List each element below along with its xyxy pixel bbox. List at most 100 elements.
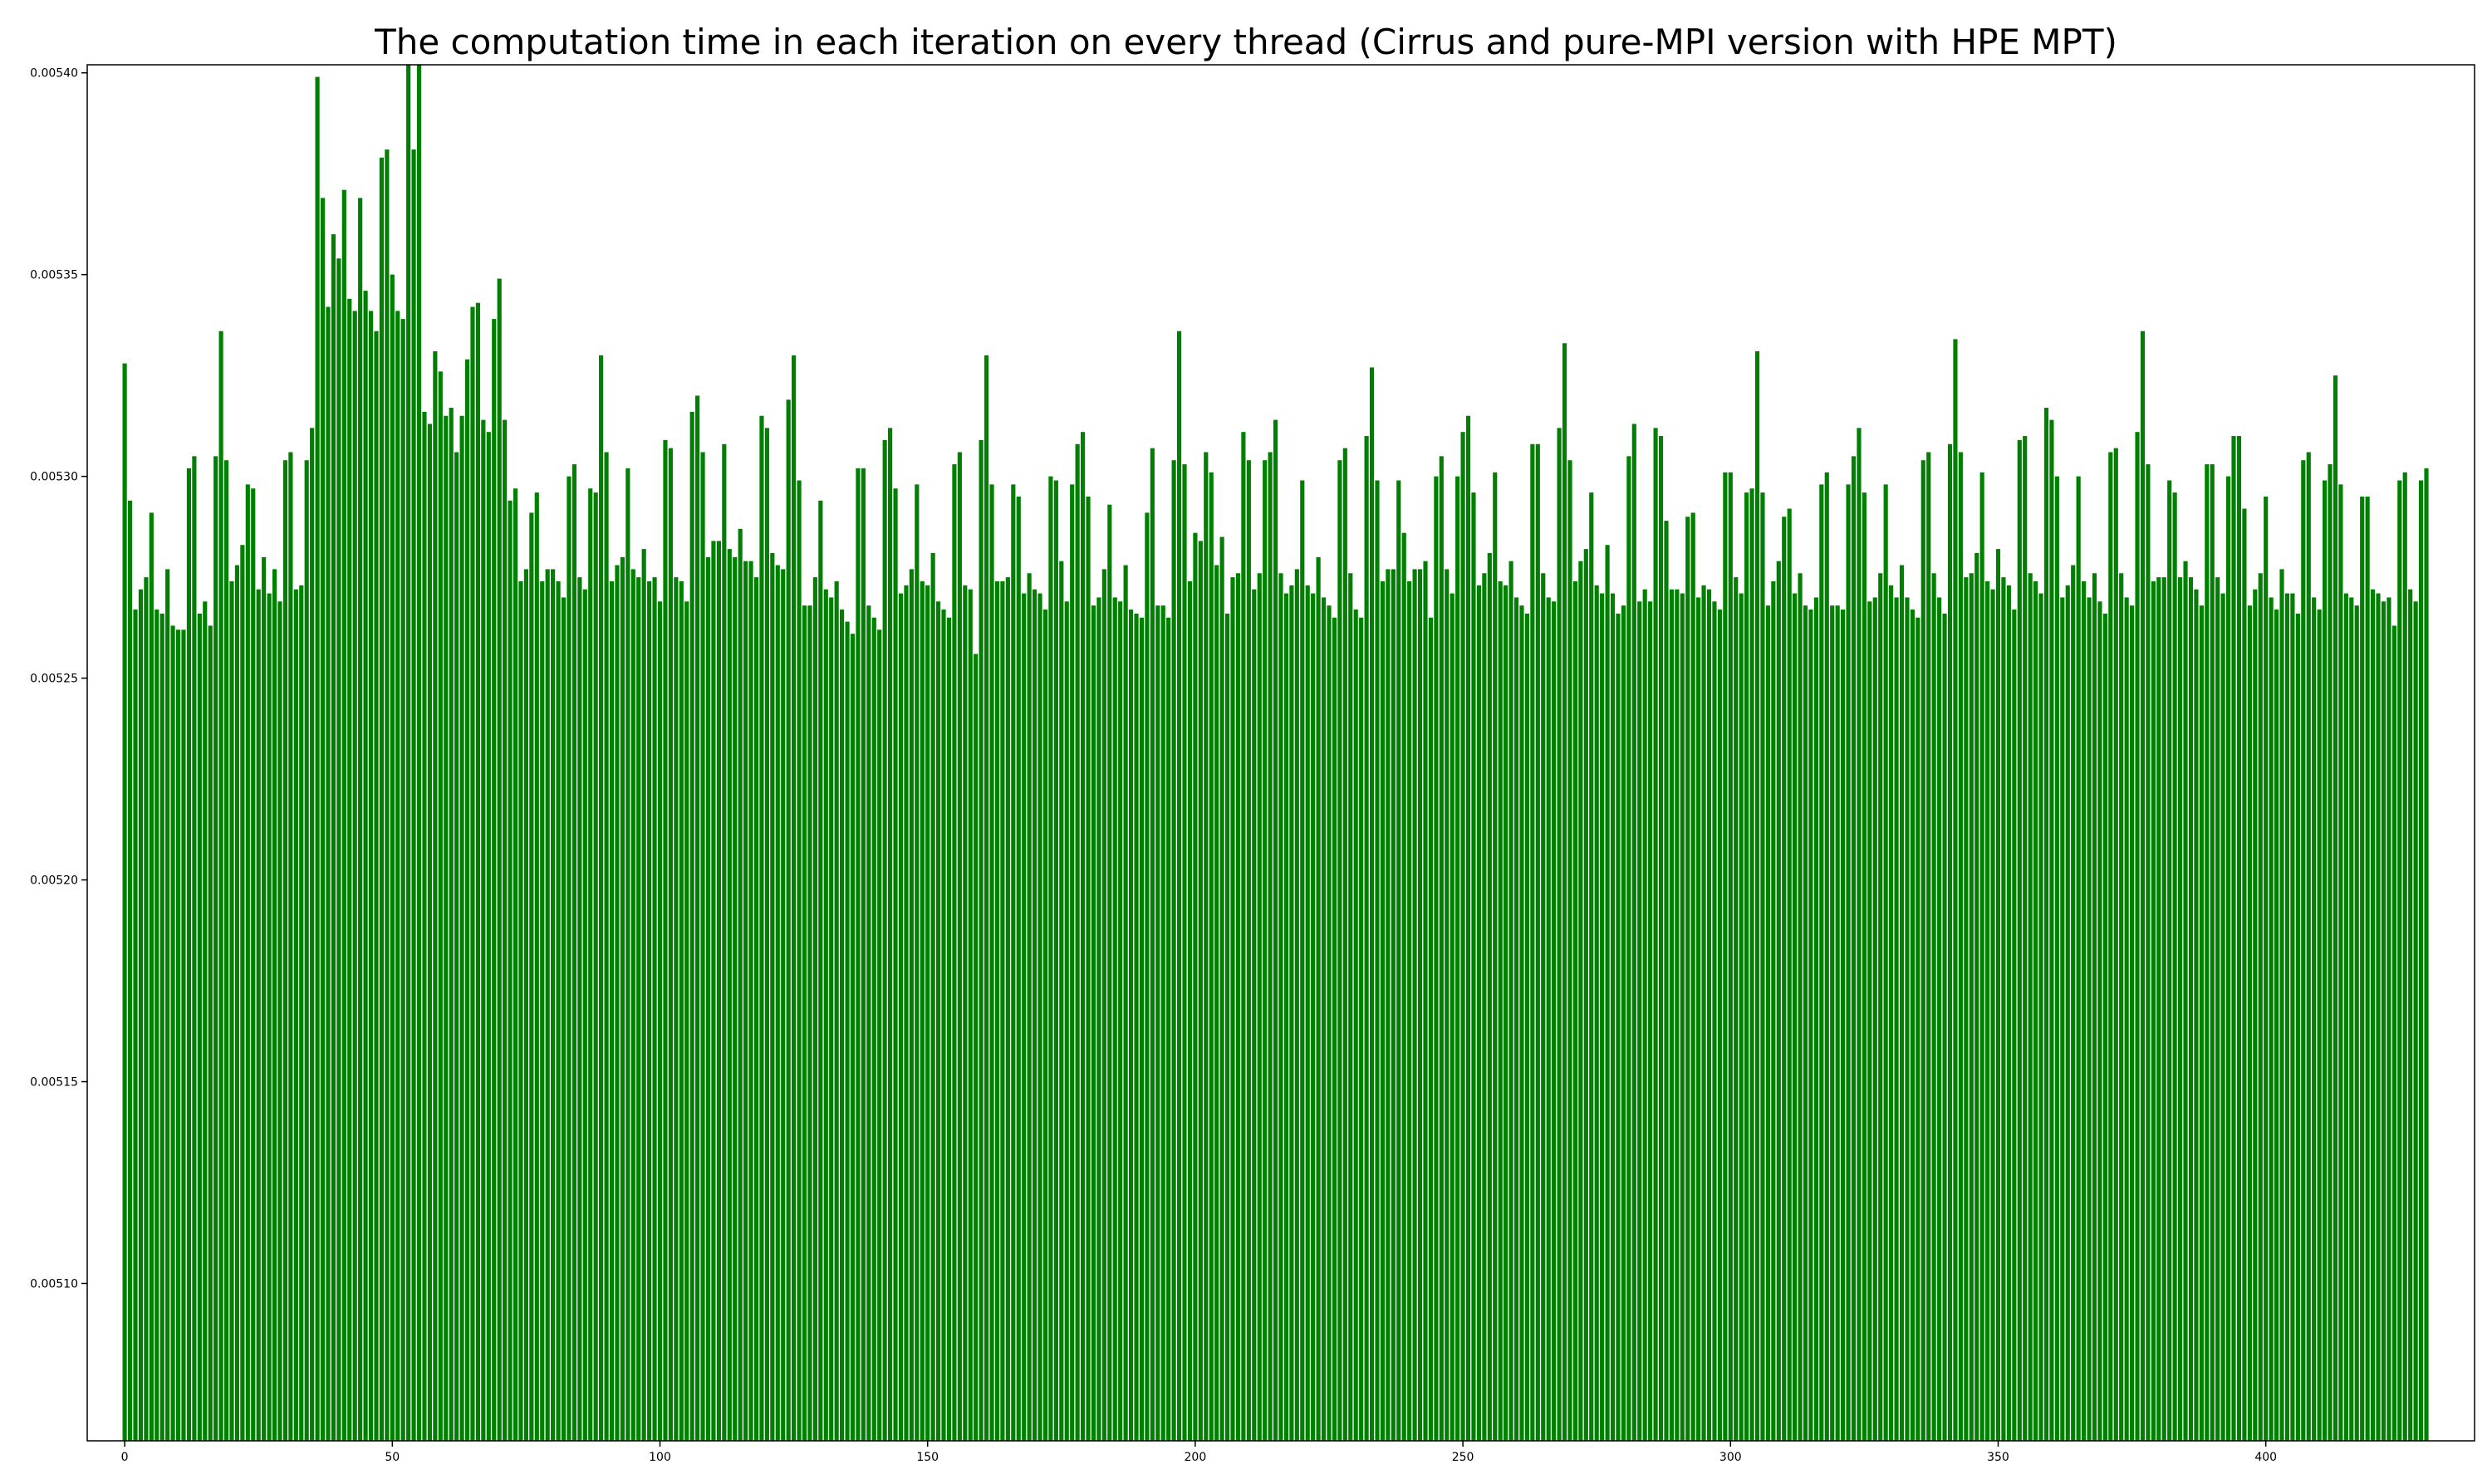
bar	[1407, 580, 1412, 1441]
bar	[2097, 601, 2102, 1441]
bar	[481, 419, 486, 1441]
bar	[459, 415, 464, 1441]
bar	[657, 601, 663, 1441]
bar	[615, 565, 620, 1441]
bar	[1145, 512, 1150, 1441]
bar	[1519, 605, 1524, 1441]
bar	[2290, 593, 2295, 1441]
bar	[1027, 573, 1032, 1441]
bar	[1423, 561, 1428, 1442]
bar	[893, 488, 898, 1441]
bar	[385, 149, 390, 1441]
bar	[2017, 439, 2022, 1442]
bar	[1289, 585, 1294, 1441]
bar	[850, 634, 856, 1441]
bar	[406, 65, 411, 1441]
bar	[807, 605, 812, 1441]
bar	[122, 363, 127, 1442]
x-tick-label: 200	[1185, 1451, 1207, 1464]
bar	[310, 428, 315, 1441]
bar	[1022, 593, 1027, 1441]
bar	[571, 464, 576, 1441]
bar	[2274, 610, 2279, 1441]
bar	[920, 580, 925, 1441]
bar	[2001, 577, 2006, 1441]
bar	[663, 439, 668, 1442]
bar	[1252, 589, 1257, 1442]
bar	[1278, 573, 1283, 1441]
bar	[2370, 589, 2376, 1442]
bar	[722, 443, 727, 1441]
bar	[1257, 573, 1262, 1441]
bar	[1396, 480, 1401, 1441]
bar	[770, 552, 775, 1441]
bar	[197, 613, 202, 1441]
bar	[1263, 460, 1268, 1442]
bar	[674, 577, 679, 1441]
bar	[2135, 432, 2140, 1442]
bar	[1803, 605, 1808, 1441]
plot-frame	[86, 64, 2475, 1442]
bar	[390, 274, 395, 1442]
bar	[588, 488, 593, 1441]
bar	[1862, 492, 1867, 1441]
bar	[1476, 585, 1482, 1441]
bar	[1958, 452, 1963, 1441]
bar	[1160, 605, 1165, 1441]
bar	[904, 585, 909, 1441]
y-tick-label: 0.00510	[30, 1277, 78, 1291]
bar	[1096, 597, 1101, 1441]
bar	[786, 399, 791, 1441]
bar	[625, 468, 630, 1442]
bar	[909, 569, 914, 1441]
bar	[2381, 601, 2387, 1441]
bar	[2087, 597, 2092, 1441]
bar	[738, 528, 743, 1441]
bar	[582, 589, 587, 1442]
bar	[2269, 597, 2274, 1441]
bar	[341, 189, 346, 1441]
bar	[422, 411, 427, 1441]
bar	[2054, 476, 2059, 1441]
bar	[358, 198, 363, 1442]
bar	[2102, 613, 2107, 1441]
bar	[251, 488, 256, 1441]
bar	[759, 415, 764, 1441]
bar	[679, 580, 684, 1441]
bar	[2284, 593, 2290, 1441]
bar	[1589, 492, 1594, 1441]
bar	[1075, 443, 1080, 1441]
bar	[1166, 617, 1171, 1441]
bar	[1653, 428, 1658, 1441]
bar	[540, 580, 545, 1441]
bar	[2397, 480, 2402, 1441]
bar	[941, 610, 946, 1441]
bar	[374, 331, 379, 1442]
bar	[438, 371, 443, 1441]
bar	[716, 541, 721, 1441]
bar	[1048, 476, 1053, 1441]
bar	[213, 456, 218, 1441]
bar	[1327, 605, 1332, 1441]
bar	[620, 556, 625, 1441]
bar	[2060, 597, 2065, 1441]
bar	[1610, 593, 1616, 1441]
bar	[2092, 573, 2097, 1441]
bar	[1268, 452, 1273, 1441]
bar	[727, 549, 732, 1441]
bar	[1675, 589, 1680, 1442]
bar	[2360, 496, 2365, 1442]
bar	[282, 460, 288, 1442]
bar	[1878, 573, 1883, 1441]
bar	[2295, 613, 2300, 1441]
bar	[567, 476, 571, 1441]
bar	[1482, 573, 1487, 1441]
bar	[1685, 517, 1690, 1441]
bar	[2194, 589, 2199, 1442]
bar	[1979, 472, 1984, 1441]
bar	[475, 302, 480, 1442]
x-tick-label: 350	[1987, 1451, 2009, 1464]
bar	[1734, 577, 1739, 1441]
bar	[133, 610, 138, 1441]
bar	[2258, 573, 2263, 1441]
